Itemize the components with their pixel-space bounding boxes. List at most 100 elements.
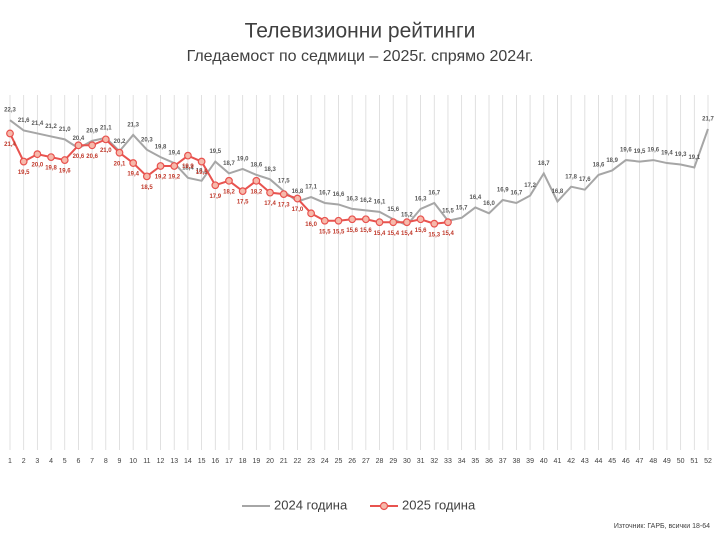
data-label: 16,4: [469, 195, 481, 201]
data-label: 21,0: [59, 127, 71, 133]
data-label: 16,7: [428, 191, 440, 197]
data-point: [389, 218, 398, 227]
x-tick-label: 1: [8, 458, 12, 465]
x-tick-label: 50: [677, 458, 685, 465]
x-tick-label: 5: [63, 458, 67, 465]
data-label: 18,2: [223, 189, 235, 195]
x-tick-label: 7: [90, 458, 94, 465]
data-label: 15,4: [442, 231, 454, 237]
data-label: 17,3: [278, 203, 290, 209]
data-label: 18,3: [264, 167, 276, 173]
data-label: 19,0: [237, 157, 249, 163]
data-point: [184, 151, 192, 160]
x-tick-label: 3: [35, 458, 39, 465]
data-label: 18,7: [223, 161, 235, 167]
x-tick-label: 45: [608, 458, 616, 465]
data-point: [33, 150, 42, 159]
data-label: 15,2: [401, 213, 413, 219]
data-label: 17,1: [305, 185, 317, 191]
source-note: Източник: ГАРБ, всички 18-64: [614, 523, 710, 530]
data-label: 21,1: [100, 125, 112, 131]
data-label: 15,5: [319, 229, 331, 235]
x-tick-label: 35: [471, 458, 479, 465]
data-point: [115, 148, 124, 157]
data-label: 21,4: [32, 121, 44, 127]
data-label: 16,8: [552, 189, 564, 195]
x-tick-label: 2: [22, 458, 26, 465]
x-tick-label: 6: [76, 458, 80, 465]
data-label: 16,3: [346, 196, 358, 202]
data-label: 15,4: [374, 231, 386, 237]
data-label: 19,8: [155, 145, 167, 151]
x-tick-label: 22: [294, 458, 302, 465]
data-label: 19,1: [688, 155, 700, 161]
data-label: 19,6: [647, 148, 659, 154]
data-label: 16,7: [319, 191, 331, 197]
x-tick-label: 33: [444, 458, 452, 465]
data-label: 20,9: [86, 128, 98, 134]
data-label: 21,6: [18, 118, 30, 124]
data-label: 17,9: [209, 194, 221, 200]
x-tick-label: 15: [198, 458, 206, 465]
data-label: 18,6: [593, 162, 605, 168]
x-tick-label: 4: [49, 458, 53, 465]
x-tick-label: 40: [540, 458, 548, 465]
data-label: 18,9: [606, 158, 618, 164]
x-tick-label: 13: [170, 458, 178, 465]
x-tick-label: 34: [458, 458, 466, 465]
data-point: [170, 162, 179, 170]
data-label: 20,3: [141, 137, 153, 143]
data-label: 20,6: [86, 154, 98, 160]
data-label: 16,6: [333, 192, 345, 198]
data-label: 20,4: [73, 136, 85, 142]
data-label: 19,4: [127, 172, 139, 178]
data-point: [293, 194, 302, 203]
data-point: [142, 172, 151, 181]
series-line: [9, 119, 709, 227]
data-point: [156, 162, 165, 170]
x-tick-label: 32: [430, 458, 438, 465]
legend-label: 2025 година: [402, 497, 476, 512]
x-tick-label: 19: [252, 458, 260, 465]
data-label: 19,9: [182, 164, 194, 170]
data-label: 21,7: [702, 117, 714, 123]
x-tick-label: 52: [704, 458, 712, 465]
data-label: 16,0: [305, 222, 317, 228]
data-label: 18,4: [182, 165, 194, 171]
x-tick-label: 25: [335, 458, 343, 465]
data-point: [348, 215, 357, 224]
data-point: [6, 129, 14, 138]
data-label: 20,6: [73, 154, 85, 160]
data-label: 16,3: [415, 196, 427, 202]
data-label: 17,5: [278, 179, 290, 185]
data-label: 19,5: [634, 149, 646, 155]
x-tick-label: 28: [376, 458, 384, 465]
data-label: 19,5: [18, 170, 30, 176]
legend-label: 2024 година: [274, 497, 348, 512]
data-point: [279, 190, 288, 199]
data-point: [225, 176, 233, 185]
data-label: 16,9: [497, 188, 509, 194]
data-label: 15,5: [442, 208, 454, 214]
data-label: 17,8: [565, 174, 577, 180]
data-point: [252, 176, 261, 185]
x-tick-label: 42: [567, 458, 575, 465]
x-tick-label: 17: [225, 458, 233, 465]
data-label: 19,4: [661, 151, 673, 157]
data-label: 18,6: [251, 162, 263, 168]
data-point: [197, 157, 206, 166]
data-point: [238, 187, 247, 196]
x-tick-label: 51: [690, 458, 698, 465]
data-label: 15,4: [387, 231, 399, 237]
data-label: 16,0: [483, 201, 495, 207]
x-tick-label: 18: [239, 458, 247, 465]
x-tick-label: 49: [663, 458, 671, 465]
data-label: 18,7: [538, 161, 550, 167]
data-label: 15,3: [428, 232, 440, 238]
data-label: 19,6: [620, 148, 632, 154]
x-tick-label: 14: [184, 458, 192, 465]
data-label: 17,0: [292, 207, 304, 213]
data-label: 19,2: [155, 175, 167, 181]
data-label: 15,4: [401, 231, 413, 237]
